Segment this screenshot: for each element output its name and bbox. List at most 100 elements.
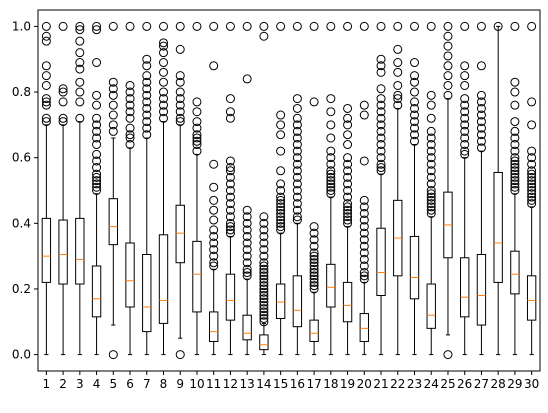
outlier-point xyxy=(225,199,235,209)
y-tick-label: 0.8 xyxy=(12,85,31,99)
outlier-point xyxy=(242,245,252,255)
iqr-box xyxy=(58,219,68,285)
outlier-point xyxy=(259,31,269,41)
outlier-point xyxy=(159,41,168,51)
iqr-box xyxy=(125,242,135,308)
iqr-box xyxy=(91,265,102,318)
outlier-point xyxy=(259,300,269,310)
outlier-point xyxy=(242,205,252,215)
outlier-point xyxy=(92,58,102,68)
outlier-point xyxy=(259,225,269,235)
outlier-point xyxy=(510,159,520,169)
outlier-point xyxy=(276,110,286,120)
outlier-point xyxy=(192,117,202,127)
outlier-point xyxy=(359,241,369,251)
iqr-box xyxy=(142,253,152,333)
outlier-point xyxy=(527,189,537,199)
outlier-point xyxy=(292,192,302,202)
outlier-point xyxy=(527,97,537,107)
outlier-point xyxy=(326,153,336,163)
iqr-box xyxy=(41,217,52,283)
outlier-point xyxy=(476,117,486,127)
outlier-point xyxy=(443,350,453,360)
outlier-point xyxy=(476,143,486,153)
outlier-point xyxy=(92,25,102,35)
outlier-point xyxy=(125,80,135,90)
outlier-point xyxy=(343,179,353,189)
outlier-point xyxy=(359,21,369,31)
x-tick-label: 14 xyxy=(256,377,271,391)
x-tick-label: 5 xyxy=(109,377,117,391)
outlier-point xyxy=(326,186,336,195)
outlier-point xyxy=(292,126,302,136)
outlier-point xyxy=(209,61,219,71)
outlier-point xyxy=(92,120,102,130)
iqr-box xyxy=(259,334,269,351)
outlier-point xyxy=(209,231,219,241)
outlier-point xyxy=(460,61,470,71)
iqr-box xyxy=(426,283,436,329)
outlier-point xyxy=(376,84,386,94)
outlier-point xyxy=(259,304,269,314)
outlier-point xyxy=(343,140,353,150)
outlier-point xyxy=(276,195,286,205)
outlier-point xyxy=(259,281,269,291)
outlier-point xyxy=(125,130,135,140)
outlier-point xyxy=(326,166,336,176)
outlier-point xyxy=(292,103,302,113)
outlier-point xyxy=(41,21,51,31)
box-25 xyxy=(443,21,453,360)
outlier-point xyxy=(225,107,235,117)
outlier-point xyxy=(225,205,235,215)
outlier-point xyxy=(309,258,319,268)
outlier-point xyxy=(125,123,135,133)
outlier-point xyxy=(142,110,152,120)
outlier-point xyxy=(292,21,302,31)
outlier-point xyxy=(426,159,436,169)
outlier-point xyxy=(527,192,537,202)
x-tick-label: 11 xyxy=(206,377,221,391)
outlier-point xyxy=(175,100,185,110)
iqr-box xyxy=(326,263,336,308)
y-tick-label: 0.0 xyxy=(12,348,31,362)
box-15 xyxy=(275,21,286,356)
outlier-point xyxy=(510,182,520,192)
outlier-point xyxy=(242,238,252,248)
outlier-point xyxy=(359,235,369,245)
outlier-point xyxy=(376,107,386,117)
outlier-point xyxy=(41,71,51,81)
outlier-point xyxy=(326,189,336,199)
outlier-point xyxy=(75,113,85,123)
outlier-point xyxy=(209,238,219,248)
outlier-point xyxy=(510,156,520,166)
outlier-point xyxy=(142,123,152,133)
x-tick-label: 22 xyxy=(390,377,405,391)
iqr-box xyxy=(476,253,487,326)
outlier-point xyxy=(426,100,436,110)
box-24 xyxy=(426,21,436,356)
outlier-point xyxy=(175,87,185,97)
outlier-point xyxy=(276,166,286,176)
outlier-point xyxy=(510,169,520,179)
outlier-point xyxy=(527,169,537,179)
outlier-point xyxy=(125,113,135,123)
x-tick-label: 20 xyxy=(357,377,372,391)
box-5 xyxy=(108,21,118,360)
y-tick-label: 0.2 xyxy=(12,282,31,296)
outlier-point xyxy=(276,202,286,212)
x-tick-label: 9 xyxy=(176,377,184,391)
outlier-point xyxy=(527,159,537,169)
outlier-point xyxy=(175,71,185,81)
outlier-point xyxy=(426,21,436,31)
outlier-point xyxy=(125,140,135,150)
iqr-box xyxy=(108,198,118,246)
outlier-point xyxy=(527,166,537,176)
outlier-point xyxy=(259,218,269,228)
outlier-point xyxy=(41,61,51,71)
outlier-point xyxy=(343,218,353,228)
outlier-point xyxy=(326,169,336,179)
outlier-point xyxy=(159,113,168,123)
outlier-point xyxy=(292,120,302,130)
outlier-point xyxy=(309,264,319,274)
outlier-point xyxy=(460,94,470,104)
